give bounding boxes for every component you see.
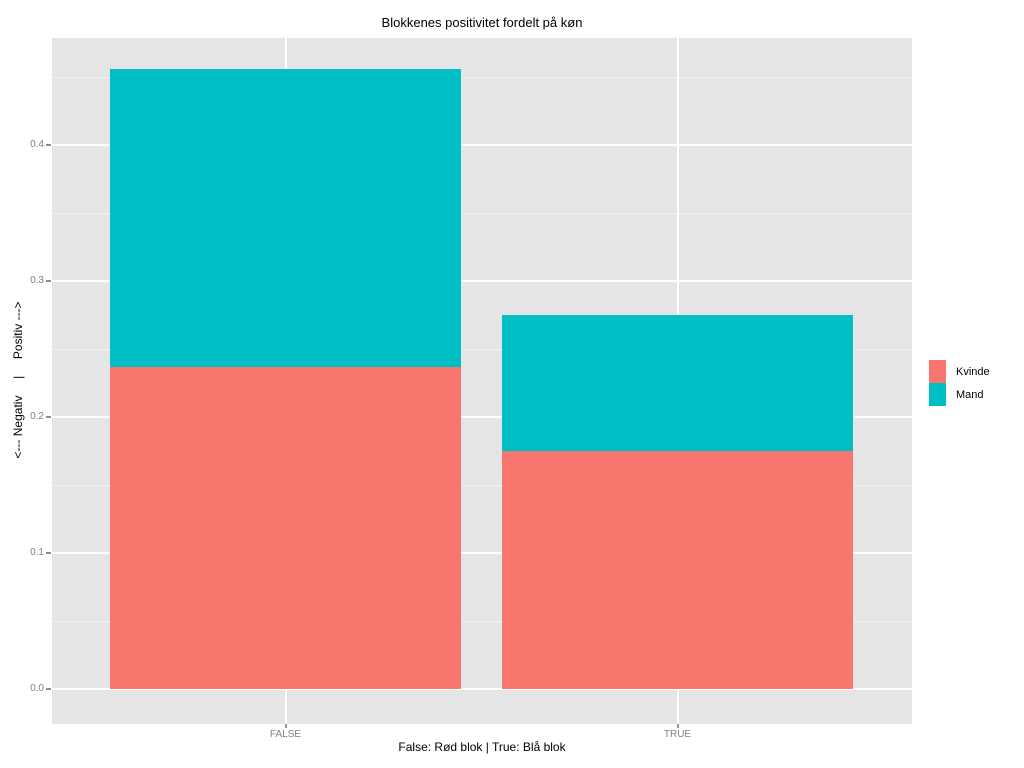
legend-swatch-mand — [929, 383, 946, 406]
gridline-major-y — [52, 144, 912, 146]
y-tick-mark — [46, 280, 51, 282]
plot-panel — [52, 38, 912, 724]
x-tick-mark — [676, 724, 679, 728]
y-tick-label: 0.3 — [30, 275, 44, 286]
y-tick-label: 0.0 — [30, 683, 44, 694]
legend-label: Mand — [956, 388, 984, 401]
gridline-minor-y — [52, 77, 912, 78]
gridline-major-y — [52, 688, 912, 690]
gridline-minor-y — [52, 213, 912, 214]
bar-segment-mand-false — [110, 68, 461, 367]
y-tick-mark — [46, 688, 51, 690]
y-tick-label: 0.2 — [30, 411, 44, 422]
x-axis-label: False: Rød blok | True: Blå blok — [398, 740, 566, 754]
x-tick-label: FALSE — [269, 729, 302, 740]
gridline-major-y — [52, 552, 912, 554]
chart-title: Blokkenes positivitet fordelt på køn — [381, 15, 583, 30]
legend-label: Kvinde — [956, 365, 990, 378]
x-tick-label: TRUE — [663, 729, 692, 740]
legend-swatch-kvinde — [929, 360, 946, 383]
y-tick-mark — [46, 144, 51, 146]
legend-item: Kvinde — [929, 360, 990, 383]
bar-segment-kvinde-true — [502, 451, 853, 689]
legend: Kvinde Mand — [929, 360, 990, 406]
x-tick-mark — [284, 724, 287, 728]
gridline-minor-y — [52, 349, 912, 350]
y-tick-mark — [46, 552, 51, 554]
y-axis-label: <--- Negativ | Positiv ---> — [11, 301, 25, 459]
gridline-major-y — [52, 416, 912, 418]
gridline-minor-y — [52, 621, 912, 622]
gridline-minor-y — [52, 485, 912, 486]
bar-segment-kvinde-false — [110, 366, 461, 689]
y-tick-label: 0.1 — [30, 547, 44, 558]
y-tick-mark — [46, 416, 51, 418]
gridline-major-y — [52, 280, 912, 282]
bar-segment-mand-true — [502, 315, 853, 451]
legend-item: Mand — [929, 383, 990, 406]
y-tick-label: 0.4 — [30, 139, 44, 150]
